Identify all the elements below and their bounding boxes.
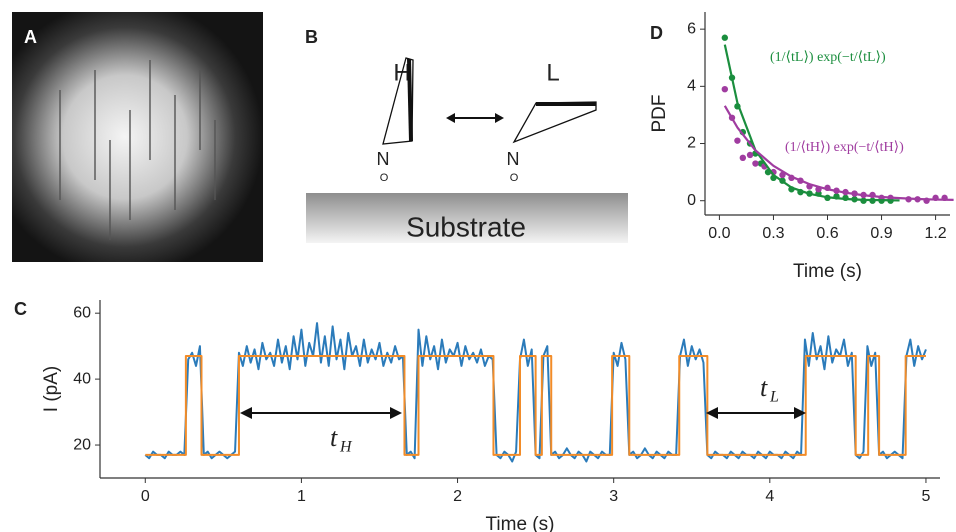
arrow-head [240,407,252,419]
x-axis-label: Time (s) [486,514,555,532]
y-axis-label: I (pA) [41,366,62,412]
x-tick-label: 3 [609,488,618,505]
atom-label: O [510,172,519,184]
state-label: L [546,59,559,86]
y-tick-label: 2 [687,135,696,152]
panel-a: A [12,12,263,262]
data-point [739,154,747,162]
panel-label: C [14,299,27,319]
annotation: t [330,423,338,452]
data-line [723,105,954,201]
y-tick-label: 60 [73,304,91,321]
data-point [721,85,729,93]
annotation: t [760,373,768,402]
x-tick-label: 0.9 [870,225,892,242]
panel-label: D [650,23,663,43]
data-point [734,137,741,144]
x-axis-label: Time (s) [793,261,862,282]
image-streaks [59,60,216,240]
atom-label: N [507,149,520,169]
x-tick-label: 2 [453,488,462,505]
data-point [746,151,754,159]
y-tick-label: 40 [73,370,91,387]
x-tick-label: 0.0 [708,225,730,242]
y-tick-label: 6 [687,20,696,37]
x-tick-label: 0.6 [816,225,838,242]
annotation-sub: H [339,439,353,456]
arrow-head [794,407,806,419]
x-tick-label: 4 [765,488,774,505]
stm-image [12,12,263,262]
y-axis-label: PDF [649,95,670,133]
atom-label: O [380,172,389,184]
y-tick-label: 0 [687,192,696,209]
data-line [145,355,926,456]
fit-formula: (1/⟨tH⟩) exp(−t/⟨tH⟩) [785,140,904,155]
panel-b: B H L N O N O Substrate [305,27,628,243]
data-point [721,34,729,41]
data-point [752,160,759,167]
x-tick-label: 0 [141,488,150,505]
arrow-head [446,113,455,123]
x-tick-label: 5 [921,488,930,505]
x-tick-label: 1 [297,488,306,505]
molecule-h [382,57,414,145]
molecule-h-edge [407,58,413,142]
x-tick-label: 0.3 [762,225,784,242]
arrow-head [495,113,504,123]
arrow-head [390,407,402,419]
y-tick-label: 4 [687,78,696,95]
atom-label: N [377,149,390,169]
data-line [723,44,900,202]
y-tick-label: 20 [73,436,91,453]
arrow-head [706,407,718,419]
substrate-label: Substrate [406,211,526,242]
x-tick-label: 1.2 [924,225,946,242]
molecule-l [512,101,597,144]
panel-label: B [305,27,318,47]
panel-label: A [24,27,37,47]
fit-formula: (1/⟨tL⟩) exp(−t/⟨tL⟩) [770,50,886,65]
substrate [306,193,628,243]
annotation-sub: L [769,389,779,406]
